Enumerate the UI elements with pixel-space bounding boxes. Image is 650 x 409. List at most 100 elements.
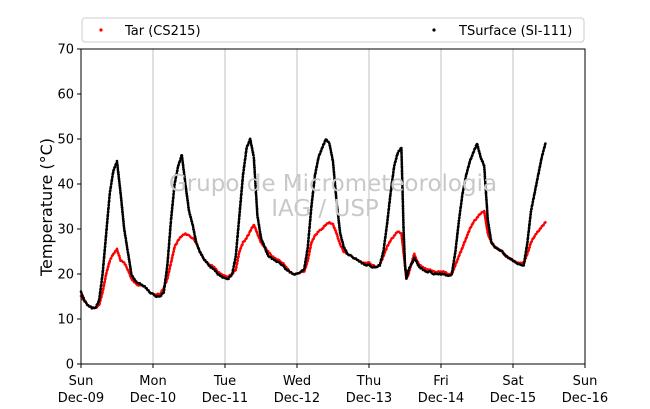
data-point — [162, 288, 166, 291]
data-point — [102, 284, 106, 287]
data-point — [123, 230, 126, 233]
data-point — [382, 246, 386, 249]
legend-label-tar: Tar (CS215) — [124, 24, 201, 39]
data-point — [242, 168, 246, 171]
data-point — [332, 166, 335, 170]
data-point — [401, 202, 405, 206]
data-point — [402, 238, 406, 242]
data-point — [312, 180, 316, 184]
data-point — [168, 234, 172, 238]
data-point — [483, 179, 487, 183]
data-point — [128, 261, 131, 264]
data-point — [531, 200, 535, 203]
data-point — [474, 146, 477, 150]
data-point — [183, 175, 186, 179]
data-point — [122, 224, 126, 228]
data-point — [402, 229, 405, 232]
data-point — [524, 249, 528, 253]
data-point — [532, 196, 536, 199]
data-point — [306, 259, 310, 263]
data-point — [186, 199, 189, 203]
data-point — [240, 185, 244, 188]
data-point — [531, 203, 534, 206]
data-point — [308, 222, 312, 225]
data-point — [309, 208, 313, 211]
data-point — [330, 156, 334, 159]
data-point — [401, 184, 404, 187]
data-point — [401, 193, 405, 197]
data-point — [401, 186, 404, 190]
data-point — [182, 171, 186, 174]
data-point — [171, 199, 175, 203]
data-point — [100, 280, 103, 283]
data-point — [306, 249, 309, 252]
data-point — [456, 257, 460, 261]
data-point — [252, 159, 256, 162]
data-point — [486, 217, 490, 220]
data-point — [403, 261, 407, 265]
data-point — [403, 245, 406, 249]
data-point — [463, 180, 467, 184]
data-point — [106, 210, 110, 213]
x-tick-date: Dec-16 — [562, 391, 608, 406]
data-point — [106, 217, 109, 220]
data-point — [333, 180, 337, 184]
data-point — [107, 203, 111, 206]
data-point — [237, 224, 240, 227]
data-point — [311, 190, 315, 194]
data-point — [335, 199, 338, 202]
data-point — [401, 214, 405, 218]
data-point — [308, 225, 312, 228]
data-point — [407, 268, 410, 272]
data-point — [485, 226, 489, 229]
x-tick-date: Dec-13 — [346, 391, 392, 406]
data-point — [457, 224, 460, 228]
data-points — [79, 137, 547, 310]
data-point — [312, 183, 316, 187]
data-point — [321, 145, 325, 149]
legend: Tar (CS215) TSurface (SI-111) — [81, 17, 585, 43]
data-point — [529, 215, 532, 219]
data-point — [235, 248, 238, 251]
data-point — [400, 158, 404, 162]
data-point — [246, 143, 250, 146]
data-point — [238, 206, 242, 209]
data-point — [403, 256, 407, 260]
legend-label-tsurface: TSurface (SI-111) — [458, 24, 572, 39]
plot-area-frame — [80, 48, 586, 365]
data-point — [380, 257, 383, 261]
data-point — [483, 166, 486, 169]
data-point — [483, 214, 487, 218]
data-point — [258, 230, 262, 234]
data-point — [336, 210, 340, 213]
data-point — [527, 233, 530, 236]
data-point — [173, 246, 176, 249]
data-point — [451, 265, 455, 269]
data-point — [169, 227, 172, 231]
data-point — [402, 241, 406, 244]
data-point — [484, 193, 488, 197]
data-point — [166, 276, 169, 280]
data-point — [315, 164, 319, 168]
data-point — [236, 238, 239, 241]
data-point — [170, 259, 173, 262]
data-point — [400, 149, 403, 152]
data-point — [404, 271, 408, 274]
data-point — [389, 192, 392, 195]
data-point — [307, 256, 310, 260]
data-point — [255, 210, 259, 213]
data-point — [400, 146, 403, 150]
data-point — [127, 253, 130, 257]
data-point — [109, 185, 113, 188]
data-point — [400, 153, 403, 157]
data-point — [307, 252, 311, 256]
data-point — [334, 196, 338, 200]
data-point — [388, 197, 392, 200]
data-point — [332, 168, 336, 172]
data-point — [394, 159, 397, 163]
data-point — [319, 149, 323, 153]
data-point — [183, 178, 187, 181]
data-point — [107, 206, 110, 209]
data-point — [173, 183, 176, 186]
data-point — [304, 255, 308, 259]
